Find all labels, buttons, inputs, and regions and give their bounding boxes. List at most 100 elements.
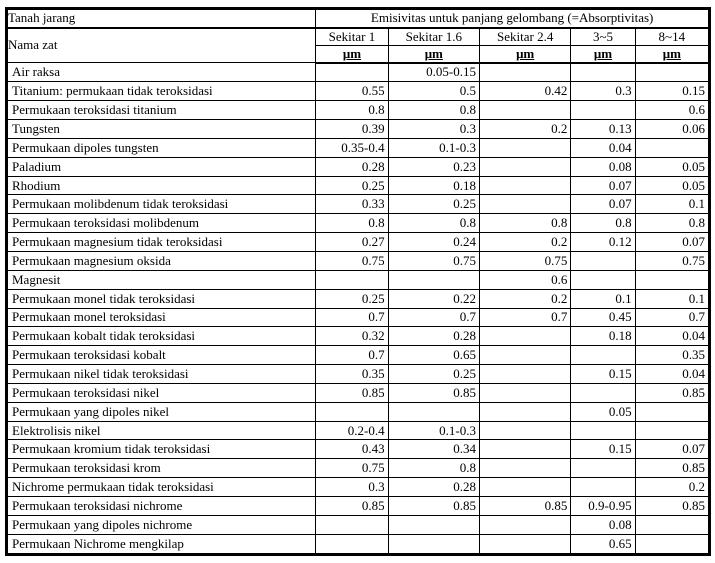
- value-cell: 0.28: [387, 326, 480, 347]
- value-cell: 0.1: [634, 288, 711, 309]
- value-cell: 0.18: [387, 175, 480, 196]
- value-cell: 0.27: [315, 232, 389, 252]
- table-row: Nichrome permukaan tidak teroksidasi 0.3 0…: [5, 477, 711, 497]
- value-cell: 0.3: [570, 81, 636, 102]
- value-cell: 0.75: [315, 458, 389, 479]
- material-name-cell: Permukaan teroksidasi nichrome: [5, 495, 317, 516]
- value-cell: [570, 420, 636, 441]
- value-cell: 0.04: [634, 326, 711, 347]
- value-cell: 0.07: [570, 194, 636, 215]
- value-cell: [634, 61, 711, 83]
- material-name-cell: Permukaan teroksidasi titanium: [5, 100, 317, 121]
- value-cell: 0.25: [387, 194, 480, 215]
- value-cell: 0.7: [315, 307, 389, 328]
- table-row: Magnesit 0.6: [5, 269, 711, 290]
- material-name-cell: Permukaan teroksidasi kobalt: [5, 345, 317, 366]
- value-cell: 0.32: [315, 326, 389, 347]
- value-cell: 0.2: [634, 477, 711, 497]
- value-cell: 0.8: [315, 213, 389, 234]
- value-cell: 0.8: [634, 213, 711, 234]
- value-cell: 0.3: [315, 477, 389, 497]
- value-cell: 0.2-0.4: [315, 420, 389, 441]
- material-name-cell: Permukaan dipoles tungsten: [5, 137, 317, 158]
- value-cell: 0.8: [478, 213, 572, 234]
- value-cell: 0.05: [634, 175, 711, 196]
- value-cell: 0.85: [634, 458, 711, 479]
- value-cell: [570, 269, 636, 290]
- table-row: Permukaan molibdenum tidak teroksidasi 0.…: [5, 194, 711, 215]
- value-cell: 0.35: [315, 364, 389, 384]
- value-cell: 0.2: [478, 288, 572, 309]
- value-cell: 0.8: [570, 213, 636, 234]
- value-cell: [315, 61, 389, 83]
- value-cell: [478, 458, 572, 479]
- value-cell: 0.33: [315, 194, 389, 215]
- table-row: Tungsten 0.39 0.3 0.2 0.13 0.06: [5, 119, 711, 139]
- material-name-cell: Titanium: permukaan tidak teroksidasi: [5, 81, 317, 102]
- value-cell: 0.12: [570, 232, 636, 252]
- table-row: Permukaan Nichrome mengkilap 0.65: [5, 533, 711, 556]
- material-name-cell: Permukaan nikel tidak teroksidasi: [5, 364, 317, 384]
- value-cell: 0.28: [387, 477, 480, 497]
- unit-row: μm μm μm μm μm: [7, 44, 711, 64]
- value-cell: 0.22: [387, 288, 480, 309]
- column-header-2: Sekitar 1.6: [387, 27, 480, 46]
- value-cell: 0.15: [570, 364, 636, 384]
- value-cell: [634, 269, 711, 290]
- material-name-cell: Permukaan yang dipoles nikel: [5, 401, 317, 422]
- value-cell: 0.85: [387, 382, 480, 403]
- value-cell: [634, 420, 711, 441]
- value-cell: [478, 175, 572, 196]
- value-cell: [570, 458, 636, 479]
- unit-cell-1: μm: [315, 44, 389, 64]
- value-cell: 0.6: [478, 269, 572, 290]
- value-cell: [478, 364, 572, 384]
- value-cell: [478, 345, 572, 366]
- material-name-cell: Permukaan teroksidasi molibdenum: [5, 213, 317, 234]
- value-cell: 0.04: [570, 137, 636, 158]
- material-name-cell: Permukaan monel tidak teroksidasi: [5, 288, 317, 309]
- table-row: Air raksa 0.05-0.15: [5, 61, 711, 83]
- value-cell: [478, 137, 572, 158]
- value-cell: [570, 382, 636, 403]
- table-row: Permukaan teroksidasi nichrome 0.85 0.85 0.…: [5, 495, 711, 516]
- value-cell: 0.2: [478, 119, 572, 139]
- value-cell: 0.85: [634, 382, 711, 403]
- column-header-row: Nama zat Sekitar 1 Sekitar 1.6 Sekitar 2…: [5, 27, 711, 63]
- value-cell: 0.18: [570, 326, 636, 347]
- value-cell: 0.07: [570, 175, 636, 196]
- value-cell: 0.1: [634, 194, 711, 215]
- unit-cell-5: μm: [634, 44, 711, 64]
- value-cell: [478, 61, 572, 83]
- material-name-cell: Tungsten: [5, 119, 317, 139]
- value-cell: 0.45: [570, 307, 636, 328]
- material-name-cell: Paladium: [5, 156, 317, 177]
- table-row: Permukaan magnesium tidak teroksidasi 0.2…: [5, 232, 711, 252]
- material-name-cell: Permukaan yang dipoles nichrome: [5, 514, 317, 535]
- value-cell: 0.2: [478, 232, 572, 252]
- value-cell: [570, 477, 636, 497]
- value-cell: 0.15: [570, 439, 636, 460]
- table-row: Rhodium 0.25 0.18 0.07 0.05: [5, 175, 711, 196]
- value-cell: 0.25: [315, 175, 389, 196]
- unit-label: μm: [342, 45, 362, 61]
- material-name-cell: Elektrolisis nikel: [5, 420, 317, 441]
- table-row: Elektrolisis nikel 0.2-0.4 0.1-0.3: [5, 420, 711, 441]
- value-cell: 0.08: [570, 514, 636, 535]
- value-cell: [478, 401, 572, 422]
- title-row: Tanah jarang Emisivitas untuk panjang ge…: [5, 8, 710, 29]
- value-cell: 0.7: [478, 307, 572, 328]
- value-cell: 0.7: [387, 307, 480, 328]
- value-cell: 0.8: [315, 100, 389, 121]
- value-cell: [387, 269, 480, 290]
- value-cell: [478, 477, 572, 497]
- material-name-cell: Permukaan magnesium tidak teroksidasi: [5, 232, 317, 252]
- name-column-header: Nama zat: [5, 27, 317, 63]
- value-cell: [315, 514, 389, 535]
- value-cell: 0.85: [387, 495, 480, 516]
- unit-cell-2: μm: [387, 44, 480, 64]
- value-cell: 0.75: [387, 251, 480, 271]
- value-cell: 0.65: [570, 533, 636, 556]
- table-row: Permukaan yang dipoles nikel 0.05: [5, 401, 711, 422]
- table-row: Paladium 0.28 0.23 0.08 0.05: [5, 156, 711, 177]
